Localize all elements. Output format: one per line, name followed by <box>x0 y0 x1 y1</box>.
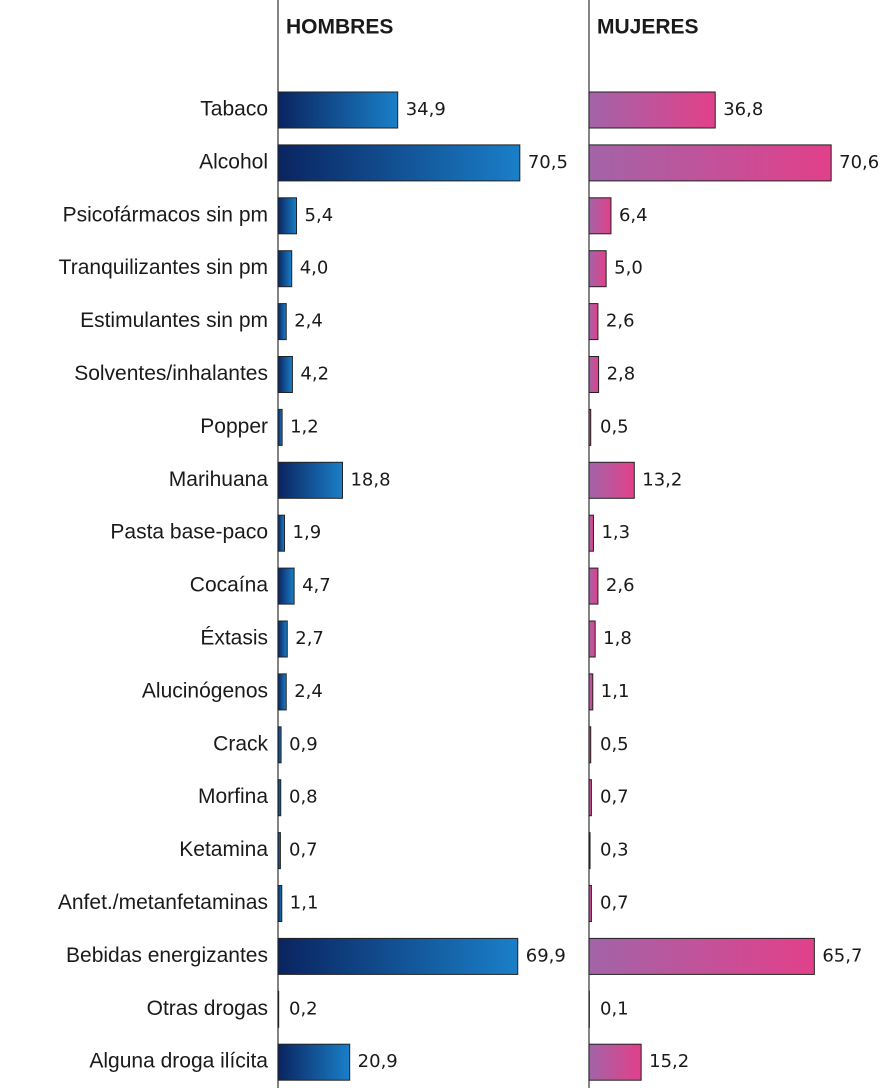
bar <box>588 620 596 658</box>
data-label: 70,6 <box>839 152 879 173</box>
bar <box>277 408 283 446</box>
data-label: 1,2 <box>290 416 319 437</box>
category-label: Bebidas energizantes <box>66 944 268 967</box>
data-label: 2,6 <box>606 575 635 596</box>
category-label: Alucinógenos <box>142 679 268 702</box>
data-label: 15,2 <box>649 1051 689 1072</box>
data-label: 34,9 <box>406 99 446 120</box>
data-label: 65,7 <box>822 945 862 966</box>
bar <box>588 91 716 129</box>
data-label: 69,9 <box>526 945 566 966</box>
data-label: 4,7 <box>302 575 331 596</box>
data-label: 18,8 <box>350 469 390 490</box>
data-label: 0,3 <box>600 840 629 861</box>
data-label: 13,2 <box>642 469 682 490</box>
data-label: 0,5 <box>600 734 629 755</box>
category-label: Tabaco <box>200 98 268 121</box>
bar <box>277 514 286 552</box>
bar <box>588 832 591 870</box>
data-label: 2,7 <box>295 628 324 649</box>
category-label: Cocaína <box>190 574 269 597</box>
data-label: 0,5 <box>600 416 629 437</box>
data-label: 0,7 <box>600 787 629 808</box>
bar <box>588 408 592 446</box>
category-label: Solventes/inhalantes <box>74 362 268 385</box>
panel-title: MUJERES <box>597 16 699 39</box>
bar <box>588 461 635 499</box>
bar <box>277 990 280 1028</box>
category-label: Tranquilizantes sin pm <box>59 256 268 279</box>
data-label: 1,9 <box>293 522 322 543</box>
data-label: 0,1 <box>600 998 629 1019</box>
data-label: 1,3 <box>601 522 630 543</box>
bar <box>588 514 594 552</box>
bar <box>277 197 298 235</box>
data-label: 2,6 <box>606 311 635 332</box>
bar <box>588 567 599 605</box>
bar <box>277 567 295 605</box>
category-label: Anfet./metanfetaminas <box>58 891 268 914</box>
category-label: Crack <box>213 732 268 755</box>
data-label: 0,7 <box>600 893 629 914</box>
bar <box>277 303 287 341</box>
data-label: 2,8 <box>607 364 636 385</box>
bar <box>588 356 600 393</box>
bar <box>277 779 282 817</box>
bar <box>277 937 519 975</box>
category-label: Ketamina <box>179 838 268 861</box>
category-label: Otras drogas <box>147 997 268 1020</box>
category-label: Marihuana <box>169 468 269 491</box>
data-label: 36,8 <box>723 99 763 120</box>
data-label: 0,9 <box>289 734 318 755</box>
bar <box>588 937 815 975</box>
data-label: 5,0 <box>614 258 643 279</box>
category-label: Morfina <box>198 785 268 808</box>
data-label: 0,7 <box>289 840 318 861</box>
data-label: 4,2 <box>300 364 329 385</box>
bar <box>277 461 343 499</box>
bar <box>277 250 293 288</box>
category-label: Alcohol <box>199 150 268 173</box>
bar <box>277 726 282 764</box>
bar <box>588 197 612 235</box>
bar <box>277 673 287 711</box>
bar <box>588 885 592 922</box>
bar <box>588 1043 642 1081</box>
data-label: 70,5 <box>528 152 568 173</box>
category-label: Éxtasis <box>200 627 268 650</box>
bar <box>588 779 592 817</box>
data-label: 2,4 <box>294 311 323 332</box>
category-label: Alguna droga ilícita <box>89 1050 268 1073</box>
bar <box>277 91 399 129</box>
bar <box>588 144 832 182</box>
bar <box>277 620 288 658</box>
data-label: 6,4 <box>619 205 648 226</box>
data-label: 1,8 <box>603 628 632 649</box>
data-label: 2,4 <box>294 681 323 702</box>
bar <box>588 250 607 288</box>
data-label: 1,1 <box>290 893 319 914</box>
category-label: Psicofármacos sin pm <box>63 203 268 226</box>
data-label: 0,2 <box>289 998 318 1019</box>
data-label: 1,1 <box>601 681 630 702</box>
bar <box>277 832 281 870</box>
category-label: Popper <box>200 415 268 438</box>
bar <box>277 356 293 393</box>
data-label: 20,9 <box>358 1051 398 1072</box>
data-label: 4,0 <box>300 258 329 279</box>
bar <box>277 885 283 922</box>
bar <box>588 673 594 711</box>
bar <box>277 144 521 182</box>
data-label: 0,8 <box>289 787 318 808</box>
bar <box>588 726 592 764</box>
panel-title: HOMBRES <box>286 16 393 39</box>
bar <box>588 303 599 341</box>
category-label: Estimulantes sin pm <box>80 309 268 332</box>
category-label: Pasta base-paco <box>110 521 268 544</box>
data-label: 5,4 <box>305 205 334 226</box>
bar <box>277 1043 351 1081</box>
